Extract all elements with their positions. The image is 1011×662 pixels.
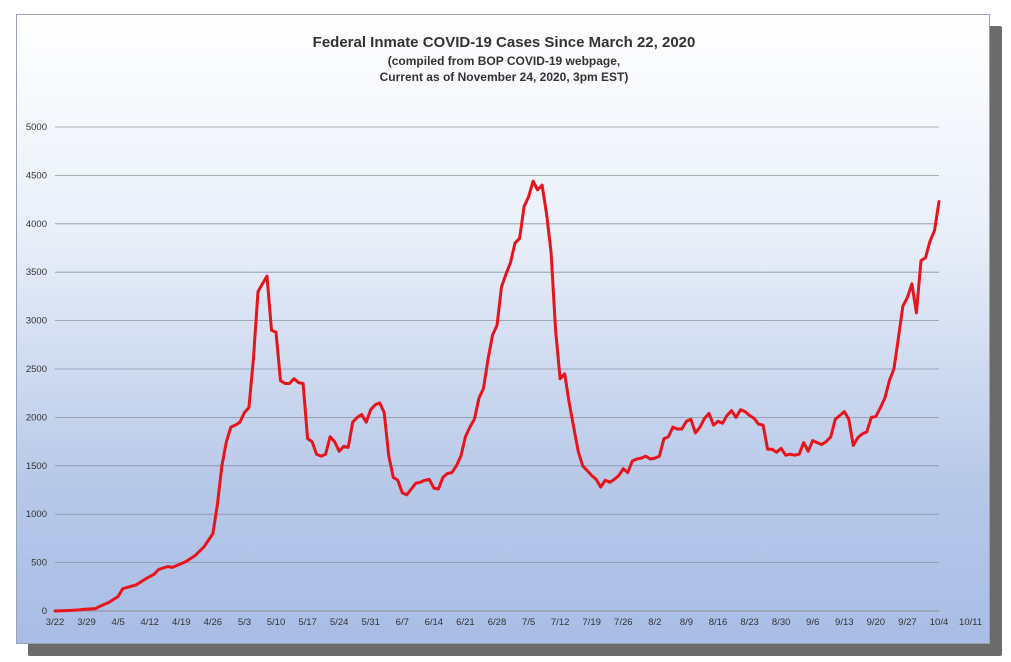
x-tick-label-4-12: 4/12 xyxy=(140,617,159,628)
x-tick-label-5-3: 5/3 xyxy=(238,617,251,628)
y-tick-label-3000: 3000 xyxy=(26,316,47,327)
x-tick-label-9-27: 9/27 xyxy=(898,617,917,628)
x-tick-label-6-7: 6/7 xyxy=(396,617,409,628)
y-tick-label-1500: 1500 xyxy=(26,461,47,472)
x-tick-label-4-19: 4/19 xyxy=(172,617,191,628)
x-tick-label-5-24: 5/24 xyxy=(330,617,349,628)
x-tick-label-7-12: 7/12 xyxy=(551,617,570,628)
x-tick-label-6-28: 6/28 xyxy=(488,617,507,628)
chart-frame: Federal Inmate COVID-19 Cases Since Marc… xyxy=(16,14,991,644)
x-tick-label-9-13: 9/13 xyxy=(835,617,854,628)
y-tick-label-4500: 4500 xyxy=(26,170,47,181)
x-tick-label-4-26: 4/26 xyxy=(204,617,223,628)
x-tick-label-5-10: 5/10 xyxy=(267,617,286,628)
chart-subtitle-line-1: (compiled from BOP COVID-19 webpage, xyxy=(387,54,621,68)
x-tick-label-4-5: 4/5 xyxy=(112,617,125,628)
chart-title: Federal Inmate COVID-19 Cases Since Marc… xyxy=(312,34,696,51)
chart-subtitle-line-2: Current as of November 24, 2020, 3pm EST… xyxy=(379,70,629,84)
x-tick-label-7-5: 7/5 xyxy=(522,617,535,628)
x-tick-label-9-6: 9/6 xyxy=(806,617,819,628)
y-tick-label-500: 500 xyxy=(31,558,47,569)
x-tick-label-8-23: 8/23 xyxy=(740,617,759,628)
series-line-cases xyxy=(53,179,941,613)
x-tick-label-3-22: 3/22 xyxy=(46,617,65,628)
x-tick-label-7-26: 7/26 xyxy=(614,617,633,628)
x-tick-label-10-18: 10/18 xyxy=(990,617,991,628)
x-tick-label-8-2: 8/2 xyxy=(648,617,661,628)
plot-area: 0 500 1000 1500 2000 2500 3000 3500 4000 4500 5000… xyxy=(26,122,991,628)
x-tick-label-6-14: 6/14 xyxy=(425,617,444,628)
y-tick-label-4000: 4000 xyxy=(26,219,47,230)
x-tick-label-8-30: 8/30 xyxy=(772,617,791,628)
x-tick-label-5-31: 5/31 xyxy=(361,617,380,628)
x-tick-label-7-19: 7/19 xyxy=(582,617,601,628)
x-tick-label-10-4: 10/4 xyxy=(930,617,949,628)
x-tick-label-6-21: 6/21 xyxy=(456,617,475,628)
y-tick-label-5000: 5000 xyxy=(26,122,47,133)
x-tick-label-10-11: 10/11 xyxy=(959,617,982,628)
y-tick-label-2500: 2500 xyxy=(26,364,47,375)
y-tick-label-2000: 2000 xyxy=(26,412,47,423)
x-tick-label-9-20: 9/20 xyxy=(867,617,886,628)
x-tick-label-8-16: 8/16 xyxy=(709,617,728,628)
x-tick-label-5-17: 5/17 xyxy=(298,617,317,628)
y-tick-label-0: 0 xyxy=(42,606,47,617)
x-tick-label-8-9: 8/9 xyxy=(680,617,693,628)
y-tick-label-3500: 3500 xyxy=(26,267,47,278)
x-tick-label-3-29: 3/29 xyxy=(77,617,96,628)
title-block: Federal Inmate COVID-19 Cases Since Marc… xyxy=(17,33,991,85)
y-tick-label-1000: 1000 xyxy=(26,509,47,520)
